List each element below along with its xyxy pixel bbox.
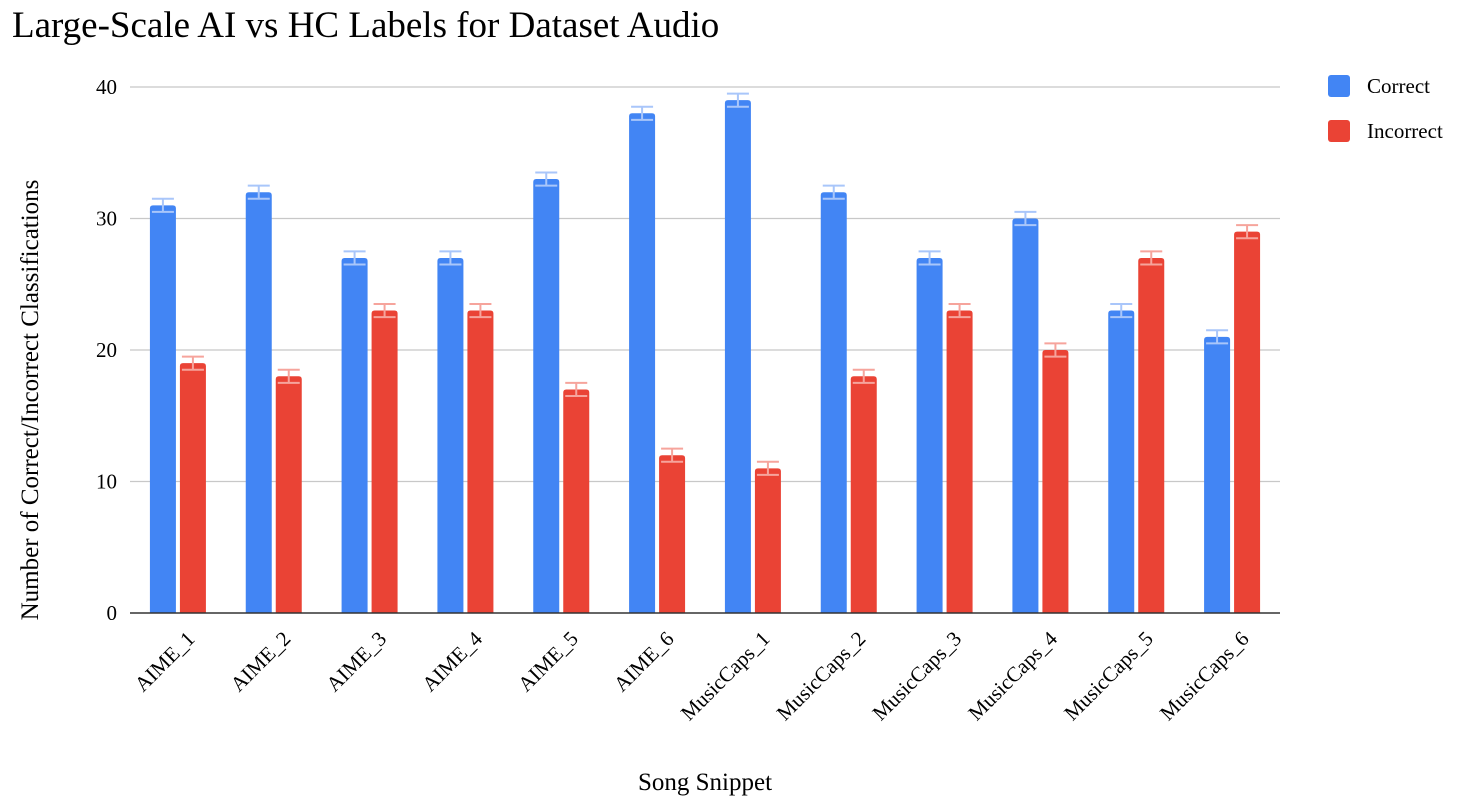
bar-incorrect[interactable]: [467, 310, 494, 613]
bar-incorrect[interactable]: [179, 363, 206, 613]
bar-correct[interactable]: [629, 113, 656, 614]
bar-incorrect[interactable]: [275, 376, 302, 613]
error-bar-correct: [439, 250, 462, 266]
legend-label-incorrect: Incorrect: [1367, 119, 1443, 143]
x-tick-label: AIME_3: [321, 627, 391, 697]
legend-item-correct[interactable]: Correct: [1328, 74, 1430, 98]
legend-swatch-incorrect: [1328, 120, 1350, 142]
error-bar-incorrect: [277, 368, 300, 384]
x-tick-label: MusicCaps_4: [963, 626, 1062, 725]
error-bar-incorrect: [661, 447, 684, 463]
y-axis-ticks: 0 10 20 30 40: [96, 75, 117, 625]
error-bar-correct: [1014, 210, 1037, 227]
y-tick-label: 30: [96, 207, 117, 231]
bars: [149, 100, 1261, 614]
x-tick-label: MusicCaps_1: [676, 627, 775, 726]
bar-incorrect[interactable]: [1138, 257, 1165, 613]
gridlines: [130, 86, 1280, 483]
error-bar-incorrect: [373, 302, 396, 319]
error-bar-incorrect: [1236, 224, 1259, 240]
error-bar-incorrect: [1044, 342, 1067, 358]
bar-incorrect[interactable]: [563, 389, 590, 613]
bar-incorrect[interactable]: [1042, 350, 1069, 613]
error-bars: [151, 92, 1259, 476]
error-bar-incorrect: [852, 368, 875, 384]
bar-correct[interactable]: [916, 257, 943, 613]
x-tick-label: MusicCaps_6: [1155, 627, 1254, 726]
y-tick-label: 0: [107, 601, 118, 625]
x-tick-label: AIME_1: [130, 627, 200, 697]
error-bar-incorrect: [1140, 250, 1163, 266]
error-bar-correct: [1110, 302, 1133, 319]
bar-incorrect[interactable]: [659, 455, 686, 613]
error-bar-correct: [535, 171, 558, 187]
error-bar-incorrect: [756, 460, 779, 476]
bar-correct[interactable]: [820, 192, 847, 613]
error-bar-correct: [151, 197, 174, 213]
x-tick-label: MusicCaps_3: [867, 627, 966, 726]
legend-label-correct: Correct: [1367, 74, 1430, 98]
x-axis-ticks: AIME_1 AIME_2 AIME_3 AIME_4 AIME_5 AIME_6Musi…: [130, 626, 1254, 725]
error-bar-correct: [918, 250, 941, 266]
bar-incorrect[interactable]: [754, 468, 781, 613]
error-bar-incorrect: [181, 355, 204, 371]
x-axis-title: Song Snippet: [638, 769, 772, 796]
bar-correct[interactable]: [724, 100, 751, 613]
x-tick-label: AIME_2: [226, 627, 296, 697]
bar-incorrect[interactable]: [1234, 231, 1261, 613]
legend-item-incorrect[interactable]: Incorrect: [1328, 119, 1443, 143]
error-bar-correct: [822, 184, 845, 200]
bar-correct[interactable]: [1012, 218, 1039, 614]
x-tick-label: MusicCaps_2: [772, 627, 871, 726]
chart-title: Large-Scale AI vs HC Labels for Dataset …: [12, 5, 720, 46]
error-bar-incorrect: [565, 381, 588, 398]
y-tick-label: 10: [96, 470, 117, 494]
bar-correct[interactable]: [245, 192, 272, 613]
error-bar-correct: [726, 92, 749, 108]
x-tick-label: AIME_5: [513, 627, 583, 697]
x-tick-label: AIME_4: [417, 626, 487, 696]
bar-correct[interactable]: [437, 257, 464, 613]
bar-correct[interactable]: [341, 257, 368, 613]
bar-incorrect[interactable]: [946, 310, 973, 613]
error-bar-correct: [1206, 329, 1229, 345]
y-tick-label: 20: [96, 338, 117, 362]
bar-incorrect[interactable]: [850, 376, 877, 613]
error-bar-correct: [631, 105, 654, 121]
error-bar-incorrect: [948, 302, 971, 319]
bar-incorrect[interactable]: [371, 310, 398, 613]
legend-swatch-correct: [1328, 75, 1350, 97]
x-tick-label: MusicCaps_5: [1059, 627, 1158, 726]
x-tick-label: AIME_6: [609, 627, 679, 697]
y-axis-title: Number of Correct/Incorrect Classificati…: [17, 180, 44, 621]
bar-correct[interactable]: [1108, 310, 1135, 613]
legend: Correct Incorrect: [1328, 74, 1443, 143]
error-bar-correct: [343, 250, 366, 266]
bar-correct[interactable]: [1204, 336, 1231, 613]
bar-correct[interactable]: [149, 205, 176, 613]
error-bar-correct: [247, 184, 270, 200]
error-bar-incorrect: [469, 302, 492, 319]
bar-correct[interactable]: [533, 179, 560, 614]
y-tick-label: 40: [96, 75, 117, 99]
